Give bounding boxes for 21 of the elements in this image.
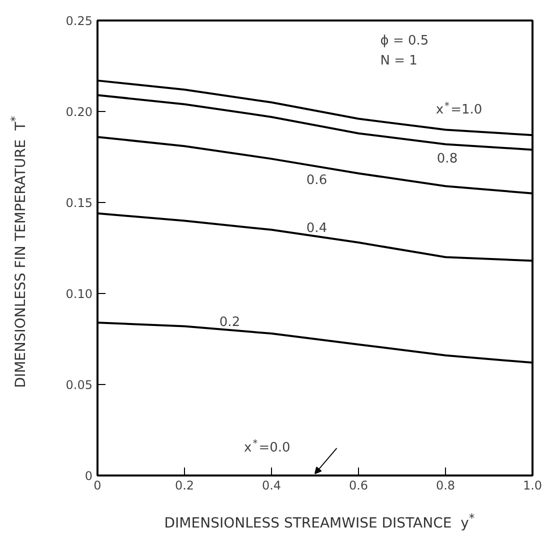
series-label: 0.4 <box>306 221 328 236</box>
series-label: x*=1.0 <box>436 100 482 118</box>
y-tick-label: 0.10 <box>66 287 92 301</box>
series-label: 0.6 <box>306 173 328 188</box>
x-tick-label: 0 <box>94 478 102 492</box>
y-tick-label: 0 <box>84 469 93 483</box>
x-tick-label: 1.0 <box>522 478 542 492</box>
annotation: N = 1 <box>380 54 418 68</box>
series-label: 0.8 <box>436 151 458 166</box>
annotation: ϕ = 0.5 <box>380 34 429 48</box>
series-label: x*=0.0 <box>244 438 290 456</box>
y-tick-label: 0.15 <box>66 196 92 210</box>
series-label: 0.2 <box>219 314 240 330</box>
x-tick-label: 0.6 <box>348 478 368 492</box>
y-tick-label: 0.20 <box>66 105 92 119</box>
x-tick-label: 0.2 <box>174 478 194 492</box>
x-tick-label: 0.8 <box>436 478 456 492</box>
y-tick-label: 0.05 <box>66 378 92 392</box>
x-tick-label: 0.4 <box>262 478 282 492</box>
x-axis-title: DIMENSIONLESS STREAMWISE DISTANCE y$^{*}$ <box>163 510 476 534</box>
y-tick-label: 0.25 <box>66 14 92 28</box>
